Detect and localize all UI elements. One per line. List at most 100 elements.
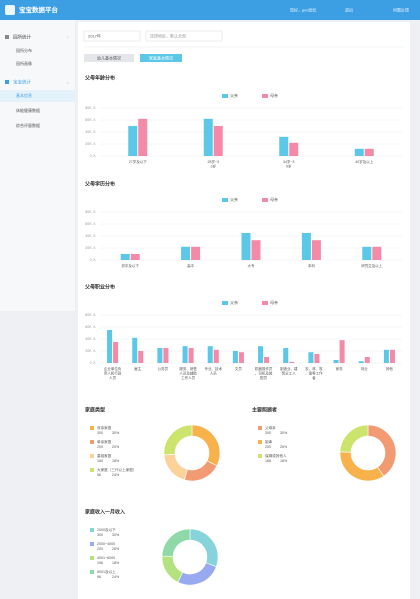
legend-swatch: [90, 528, 94, 532]
x-tick-label: 服务、销售人员及辅助工作人员: [179, 366, 197, 380]
bar: [289, 361, 295, 363]
tab[interactable]: [84, 54, 134, 62]
year-select[interactable]: [83, 30, 141, 42]
bar: [364, 357, 370, 363]
greeting: 您好，jem园长: [290, 7, 316, 13]
x-tick-label: 机器操作员、司机及装配员: [255, 366, 273, 380]
legend-swatch: [90, 426, 94, 430]
tab-label: 幼儿基本情况: [97, 55, 121, 61]
bar: [188, 348, 194, 363]
legend-swatch: [262, 94, 268, 98]
bar: [232, 351, 238, 363]
y-tick-label: 80K 人: [85, 209, 96, 214]
legend-swatch: [258, 426, 262, 430]
nav-item[interactable]: 体能健康数据: [16, 107, 40, 113]
bar: [182, 346, 188, 363]
bar: [264, 357, 270, 363]
bar: [207, 346, 213, 363]
bar: [130, 254, 140, 260]
y-tick-label: 20K 人: [85, 245, 96, 250]
x-tick-label: 28岁~3 3岁: [208, 159, 219, 169]
tab-label: 家庭基本情况: [149, 55, 173, 61]
legend-percent: 30%: [112, 431, 120, 435]
x-tick-label: 专业、技术人员: [205, 366, 223, 376]
legend-label: 母亲: [270, 196, 278, 202]
x-tick-label: 家务: [336, 366, 343, 371]
nav-item-active[interactable]: 基本信息: [16, 92, 32, 98]
nav-item[interactable]: 园所分布: [16, 47, 32, 53]
donut-segment: [163, 424, 193, 456]
tab-active[interactable]: [140, 54, 182, 62]
legend-label: 2000~4000: [97, 542, 115, 546]
legend-count: 200: [265, 445, 271, 449]
legend-count: 196: [97, 561, 103, 565]
legend-label: 2000及以下: [97, 527, 116, 532]
legend-swatch: [222, 94, 228, 98]
nav-group[interactable]: 园所统计: [13, 34, 31, 41]
bar: [107, 330, 113, 363]
legend-percent: 26%: [280, 445, 288, 449]
legend-label: 父母亲: [265, 425, 276, 430]
bar: [314, 354, 320, 363]
bar: [120, 254, 130, 260]
bar: [157, 348, 163, 363]
legend-label: 父亲: [230, 92, 238, 98]
bar: [311, 240, 321, 260]
donut-segment: [161, 528, 191, 557]
bar: [132, 337, 138, 363]
legend-count: 96: [97, 575, 101, 579]
bar: [213, 349, 219, 363]
bar: [362, 246, 372, 260]
legend-count: 200: [97, 547, 103, 551]
legend-label: 保姆或其他人: [265, 453, 287, 458]
legend-percent: 24%: [112, 575, 120, 579]
x-tick-label: 本科: [308, 263, 315, 268]
bar: [203, 118, 213, 156]
x-tick-label: 文员: [235, 366, 242, 371]
nav-item[interactable]: 综合评量数据: [16, 122, 40, 128]
x-tick-label: 待业: [361, 366, 369, 371]
content-card: [78, 22, 410, 599]
legend-percent: 18%: [112, 561, 120, 565]
bar: [358, 361, 364, 363]
bar: [251, 240, 261, 260]
x-tick-label: 高中: [187, 263, 194, 268]
legend-swatch: [90, 542, 94, 546]
year-text: 2017年: [88, 33, 101, 39]
bar: [389, 349, 395, 363]
nav-item[interactable]: 园所画像: [16, 60, 32, 66]
nav-group[interactable]: 宝宝统计: [13, 79, 31, 86]
bar: [138, 351, 144, 363]
legend-label: 母亲: [270, 92, 278, 98]
legend-label: 母亲: [270, 299, 278, 305]
legend-label: 祖辈: [265, 439, 273, 444]
bar: [128, 126, 138, 156]
y-tick-label: 80K 人: [85, 105, 96, 110]
legend-percent: 24%: [112, 473, 120, 477]
legend-swatch: [262, 301, 268, 305]
logout[interactable]: 退出: [345, 7, 353, 13]
region-text: 选择地区，默认全部: [150, 33, 186, 39]
y-tick-label: 0 人: [90, 360, 97, 365]
bar: [163, 348, 169, 363]
chart-title: 父母学历分布: [84, 180, 115, 187]
feedback[interactable]: 问题反馈: [393, 7, 409, 13]
y-tick-label: 0 人: [90, 153, 97, 158]
legend-label: 父亲: [230, 299, 238, 305]
legend-swatch: [90, 570, 94, 574]
y-tick-label: 40K 人: [85, 336, 96, 341]
legend-count: 300: [97, 533, 103, 537]
chart-title: 家庭收入一月收入: [85, 508, 125, 515]
y-tick-label: 80K 人: [85, 312, 96, 317]
y-tick-label: 60K 人: [85, 324, 96, 329]
legend-count: 96: [97, 473, 101, 477]
bar: [258, 346, 264, 363]
bar: [289, 142, 299, 156]
region-select[interactable]: [145, 30, 223, 42]
legend-percent: 30%: [112, 533, 120, 537]
legend-count: 300: [265, 431, 271, 435]
legend-percent: 18%: [280, 459, 288, 463]
bar: [333, 360, 339, 363]
chevron: ⌄: [66, 80, 69, 85]
